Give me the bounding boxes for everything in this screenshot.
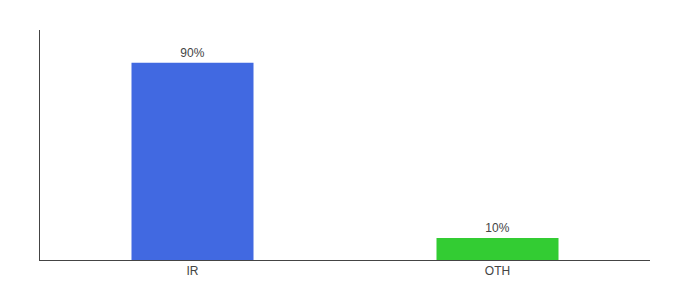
svg-text:IR: IR [187,264,199,278]
svg-text:90%: 90% [180,46,204,60]
svg-text:10%: 10% [485,221,509,235]
svg-text:OTH: OTH [485,264,510,278]
